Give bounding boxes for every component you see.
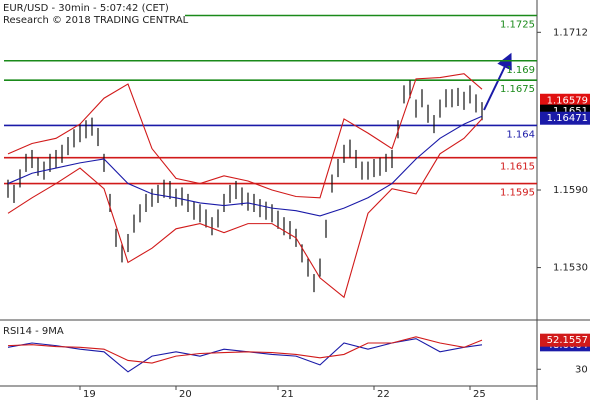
rsi-tag: 52.1557 [547,335,588,346]
rsi-title: RSI14 - 9MA [3,326,64,337]
price-tag: 1.16579 [547,95,588,106]
y-tick-label: 1.1530 [553,263,588,274]
level-label: 1.1725 [500,20,535,31]
forecast-arrow [483,52,512,111]
y-tick-label: 1.1712 [553,27,588,38]
level-label: 1.1615 [500,162,535,173]
level-label: 1.169 [506,65,535,76]
ma-line [7,115,483,217]
chart-title: EUR/USD - 30min - 5:07:42 (CET) [3,3,169,14]
upper-band-line [7,73,483,199]
level-label: 1.164 [506,129,535,140]
x-tick-label: 19 [83,389,96,400]
chart-subtitle: Research © 2018 TRADING CENTRAL [3,15,189,26]
x-tick-label: 22 [377,389,390,400]
price-tag: 1.16471 [547,113,588,124]
rsi-line [7,336,483,364]
x-tick-label: 20 [179,389,192,400]
x-tick-label: 21 [281,389,294,400]
level-label: 1.1675 [500,84,535,95]
price-tag-box [540,111,590,125]
x-tick-label: 25 [473,389,486,400]
rsi-tag-box [540,333,590,347]
y-tick-label: 30 [575,364,588,375]
level-label: 1.1595 [500,188,535,199]
price-tag-box [540,93,590,107]
price-tag: 1.1651 [553,106,588,117]
lower-band-line [7,118,483,299]
y-tick-label: 1.1590 [553,185,588,196]
